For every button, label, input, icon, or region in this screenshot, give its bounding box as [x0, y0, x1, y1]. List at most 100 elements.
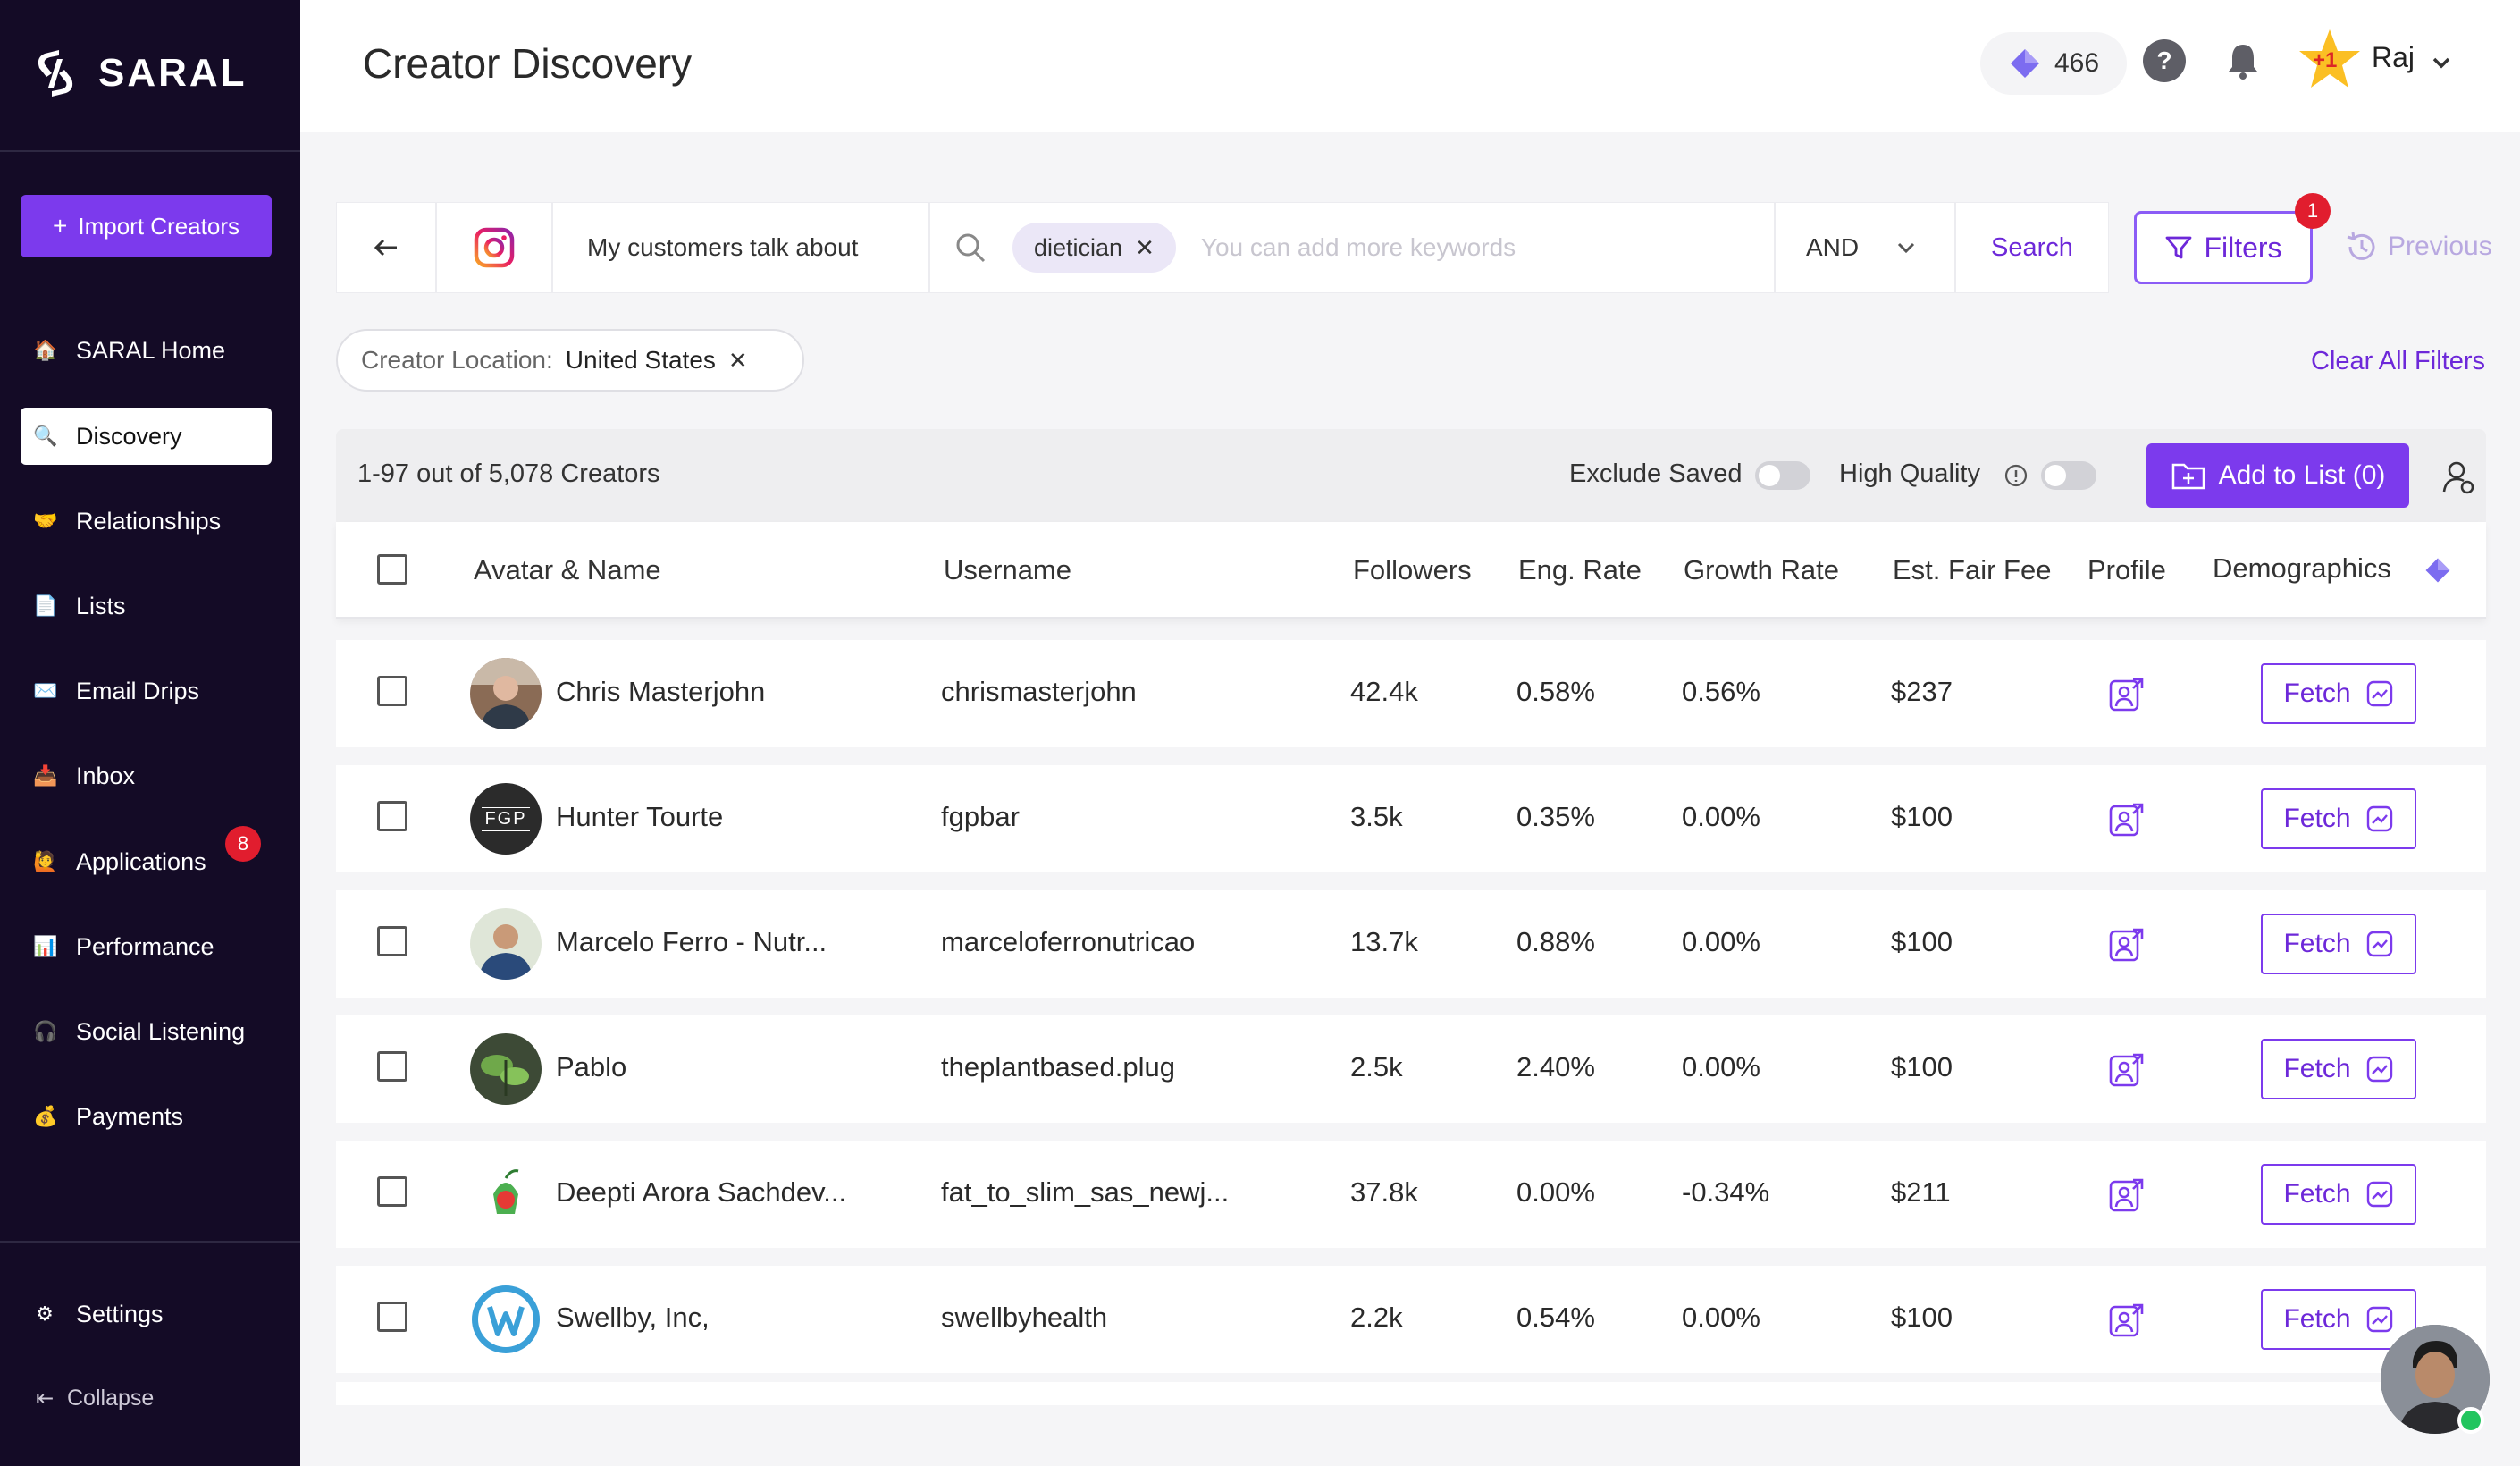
sidebar-item-payments[interactable]: 💰 Payments: [21, 1088, 272, 1145]
info-icon[interactable]: [2003, 463, 2029, 488]
chip-close-icon[interactable]: ✕: [1135, 233, 1155, 261]
avatar[interactable]: [470, 908, 542, 980]
exclude-saved-toggle[interactable]: [1755, 461, 1810, 490]
sidebar-item-relationships[interactable]: 🤝 Relationships: [21, 493, 272, 550]
sidebar-item-label: Applications: [76, 847, 206, 875]
credits-badge[interactable]: 466: [1980, 32, 2127, 95]
search-mode-dropdown[interactable]: My customers talk about: [552, 202, 929, 293]
profile-link-icon[interactable]: [2108, 1302, 2146, 1339]
saral-logo[interactable]: SARAL: [32, 45, 248, 102]
star-badge-icon[interactable]: +1: [2297, 27, 2363, 93]
row-checkbox[interactable]: [377, 1051, 407, 1082]
row-checkbox[interactable]: [377, 676, 407, 706]
keyword-input-placeholder[interactable]: You can add more keywords: [1200, 233, 1516, 261]
fetch-demographics-button[interactable]: Fetch: [2261, 663, 2416, 724]
fetch-demographics-button[interactable]: Fetch: [2261, 914, 2416, 974]
creator-name[interactable]: Pablo: [556, 1051, 627, 1083]
creator-name[interactable]: Marcelo Ferro - Nutr...: [556, 926, 827, 957]
creator-name[interactable]: Chris Masterjohn: [556, 676, 766, 707]
avatar[interactable]: FGP: [470, 783, 542, 855]
avatar[interactable]: [470, 658, 542, 729]
collapse-button[interactable]: ⇤ Collapse: [21, 1369, 272, 1427]
high-quality-toggle[interactable]: [2041, 461, 2096, 490]
creator-username[interactable]: swellbyhealth: [941, 1302, 1108, 1333]
star-badge-count: +1: [2313, 48, 2338, 72]
table-row[interactable]: Pablo theplantbased.plug 2.5k 2.40% 0.00…: [336, 1015, 2486, 1123]
profile-link-icon[interactable]: [2108, 926, 2146, 964]
sidebar-item-inbox[interactable]: 📥 Inbox: [21, 747, 272, 805]
column-header-eng-rate[interactable]: Eng. Rate: [1518, 554, 1642, 586]
sidebar-item-lists[interactable]: 📄 Lists: [21, 577, 272, 635]
creator-name[interactable]: Deepti Arora Sachdev...: [556, 1176, 847, 1208]
column-header-fair-fee[interactable]: Est. Fair Fee: [1893, 554, 2052, 586]
sidebar-item-saral-home[interactable]: 🏠 SARAL Home: [21, 322, 272, 379]
creator-name[interactable]: Hunter Tourte: [556, 801, 724, 832]
table-row[interactable]: Chris Masterjohn chrismasterjohn 42.4k 0…: [336, 640, 2486, 747]
creator-name[interactable]: Swellby, Inc,: [556, 1302, 710, 1333]
table-row[interactable]: Swellby, Inc, swellbyhealth 2.2k 0.54% 0…: [336, 1266, 2486, 1373]
profile-link-icon[interactable]: [2108, 676, 2146, 713]
profile-link-icon[interactable]: [2108, 801, 2146, 838]
fetch-demographics-button[interactable]: Fetch: [2261, 1039, 2416, 1100]
applications-icon: 🙋: [33, 850, 58, 872]
fetch-demographics-button[interactable]: Fetch: [2261, 1164, 2416, 1225]
back-button[interactable]: [336, 202, 436, 293]
fetch-demographics-button[interactable]: Fetch: [2261, 1289, 2416, 1350]
sidebar-item-applications[interactable]: 🙋 Applications: [21, 833, 272, 890]
creator-username[interactable]: chrismasterjohn: [941, 676, 1137, 707]
row-checkbox[interactable]: [377, 1176, 407, 1207]
creator-username[interactable]: marceloferronutricao: [941, 926, 1196, 957]
sidebar-item-label: Payments: [76, 1102, 184, 1130]
operator-dropdown[interactable]: AND: [1775, 202, 1955, 293]
column-header-followers[interactable]: Followers: [1353, 554, 1472, 586]
avatar-logo-text: FGP: [482, 806, 530, 831]
keyword-chip[interactable]: dietician ✕: [1012, 223, 1176, 273]
avatar[interactable]: [470, 1284, 542, 1355]
add-to-list-button[interactable]: Add to List (0): [2146, 443, 2409, 508]
column-header-demographics[interactable]: Demographics: [2213, 552, 2391, 584]
creator-username[interactable]: fat_to_slim_sas_newj...: [941, 1176, 1230, 1208]
sidebar-item-settings[interactable]: ⚙ Settings: [21, 1285, 272, 1343]
fetch-demographics-button[interactable]: Fetch: [2261, 788, 2416, 849]
row-checkbox[interactable]: [377, 801, 407, 831]
creator-username[interactable]: theplantbased.plug: [941, 1051, 1176, 1083]
search-button[interactable]: Search: [1955, 202, 2109, 293]
avatar[interactable]: [470, 1033, 542, 1105]
column-header-avatar-name[interactable]: Avatar & Name: [474, 554, 661, 586]
help-icon[interactable]: ?: [2143, 39, 2186, 82]
gear-icon: ⚙: [36, 1302, 54, 1325]
location-filter-chip[interactable]: Creator Location: United States ✕: [336, 329, 804, 392]
column-header-profile[interactable]: Profile: [2087, 554, 2166, 586]
table-row[interactable]: Deepti Arora Sachdev... fat_to_slim_sas_…: [336, 1141, 2486, 1248]
profile-link-icon[interactable]: [2108, 1051, 2146, 1089]
house-icon: 🏠: [33, 339, 58, 361]
table-row[interactable]: Marcelo Ferro - Nutr... marceloferronutr…: [336, 890, 2486, 998]
sidebar-item-email-drips[interactable]: ✉️ Email Drips: [21, 662, 272, 720]
profile-link-icon[interactable]: [2108, 1176, 2146, 1214]
user-name[interactable]: Raj: [2372, 41, 2415, 73]
table-row[interactable]: FGP Hunter Tourte fgpbar 3.5k 0.35% 0.00…: [336, 765, 2486, 872]
clear-all-filters-link[interactable]: Clear All Filters: [2311, 347, 2485, 375]
column-header-username[interactable]: Username: [944, 554, 1071, 586]
import-creators-button[interactable]: + Import Creators: [21, 195, 272, 257]
sidebar-item-performance[interactable]: 📊 Performance: [21, 918, 272, 975]
row-checkbox[interactable]: [377, 1302, 407, 1332]
sidebar-item-discovery[interactable]: 🔍 Discovery: [21, 408, 272, 465]
column-header-growth-rate[interactable]: Growth Rate: [1684, 554, 1840, 586]
avatar[interactable]: [470, 1158, 542, 1230]
filters-button[interactable]: Filters: [2134, 211, 2313, 284]
keyword-field[interactable]: dietician ✕ You can add more keywords: [929, 202, 1775, 293]
creator-username[interactable]: fgpbar: [941, 801, 1020, 832]
funnel-icon: [2166, 236, 2192, 259]
platform-selector[interactable]: [436, 202, 552, 293]
user-settings-icon[interactable]: [2441, 459, 2477, 497]
sidebar-item-social-listening[interactable]: 🎧 Social Listening: [21, 1003, 272, 1060]
avatar-photo: [472, 1285, 540, 1353]
chevron-down-icon[interactable]: [2429, 50, 2454, 75]
bell-icon[interactable]: [2222, 39, 2264, 82]
previous-label: Previous: [2388, 232, 2492, 261]
row-checkbox[interactable]: [377, 926, 407, 956]
previous-button[interactable]: Previous: [2343, 229, 2492, 265]
chip-close-icon[interactable]: ✕: [727, 346, 748, 374]
select-all-checkbox[interactable]: [377, 554, 407, 585]
